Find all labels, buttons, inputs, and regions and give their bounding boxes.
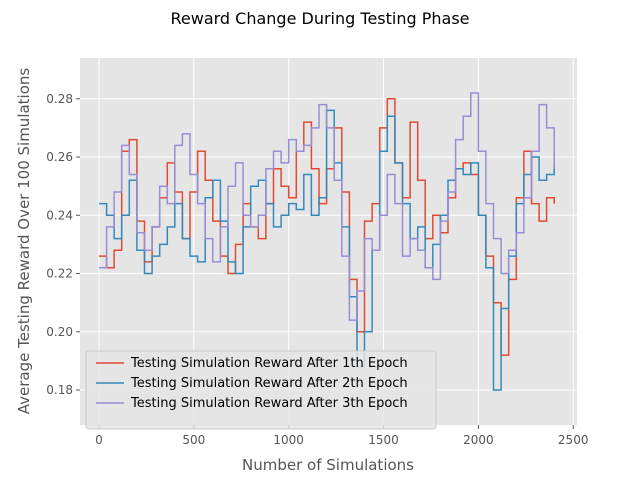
- y-tick-label: 0.20: [46, 325, 73, 339]
- x-tick-label: 1000: [273, 433, 304, 447]
- y-tick-label: 0.28: [46, 92, 73, 106]
- x-tick-label: 2000: [463, 433, 494, 447]
- chart-title: Reward Change During Testing Phase: [171, 9, 470, 28]
- series-line-3: [99, 92, 555, 321]
- y-axis-label: Average Testing Reward Over 100 Simulati…: [15, 68, 33, 415]
- y-tick-label: 0.26: [46, 150, 73, 164]
- series-lines: [99, 92, 555, 391]
- legend-box: [85, 350, 437, 430]
- x-tick-label: 0: [95, 433, 103, 447]
- x-tick-label: 500: [182, 433, 205, 447]
- x-axis-label: Number of Simulations: [242, 456, 414, 474]
- y-axis: 0.18 0.20 0.22 0.24 0.26 0.28: [46, 92, 80, 397]
- legend-label: Testing Simulation Reward After 3th Epoc…: [130, 396, 408, 411]
- legend-label: Testing Simulation Reward After 1th Epoc…: [130, 356, 408, 371]
- legend-label: Testing Simulation Reward After 2th Epoc…: [130, 376, 408, 391]
- y-tick-label: 0.22: [46, 267, 73, 281]
- y-tick-label: 0.18: [46, 383, 73, 397]
- x-tick-label: 2500: [558, 433, 589, 447]
- x-tick-label: 1500: [368, 433, 399, 447]
- y-tick-label: 0.24: [46, 208, 73, 222]
- legend: Testing Simulation Reward After 1th Epoc…: [85, 350, 437, 430]
